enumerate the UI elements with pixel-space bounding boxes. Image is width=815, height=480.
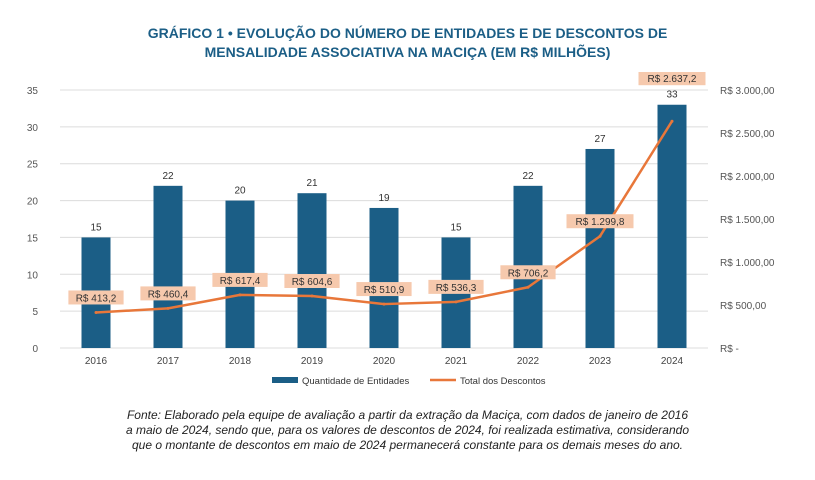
line-value-label-bg [500,265,556,280]
line-value-label-bg [68,290,124,305]
bar-value-label: 21 [306,178,318,189]
y-right-tick-label: R$ 2.500,00 [720,129,775,140]
x-tick-label: 2018 [229,356,252,367]
chart-title-line-2: MENSALIDADE ASSOCIATIVA NA MACIÇA (EM R$… [204,44,611,60]
line-value-label-bg [566,214,634,229]
line-point [382,302,386,306]
line-value-label: R$ 706,2 [508,268,549,279]
bar-value-label: 20 [234,186,246,197]
x-tick-label: 2024 [661,356,684,367]
chart-title: GRÁFICO 1 • EVOLUÇÃO DO NÚMERO DE ENTIDA… [0,24,815,62]
x-tick-label: 2022 [517,356,540,367]
y-left-tick-label: 20 [27,197,39,208]
legend-label-line: Total dos Descontos [460,376,546,387]
bar-value-label: 22 [522,171,534,182]
line-point [526,285,530,289]
bar [153,185,183,348]
source-line-1: Fonte: Elaborado pela equipe de avaliaçã… [126,408,689,422]
bar-value-label: 22 [162,171,174,182]
line-point [670,119,674,123]
line-value-label-bg [284,274,340,289]
bar [369,207,399,348]
y-right-tick-label: R$ 1.500,00 [720,215,775,226]
combo-chart: 0 5 10 15 20 25 30 35 R$ - R$ 500,00 R$ 1.000,00 R$… [27,71,775,387]
line-value-label-bg [212,272,268,287]
chart-area: 0 5 10 15 20 25 30 35 R$ - R$ 500,00 R$ 1.000,00 R$… [0,71,815,402]
bar-value-label: 19 [378,193,390,204]
y-right-tick-label: R$ 3.000,00 [720,86,775,97]
line-value-label: R$ 604,6 [292,277,333,288]
y-left-tick-label: 25 [27,160,39,171]
line-value-label: R$ 2.637,2 [648,74,697,85]
line-value-label: R$ 536,3 [436,283,477,294]
y-right-tick-label: R$ 1.000,00 [720,258,775,269]
y-left-tick-label: 30 [27,123,39,134]
bar [297,193,327,348]
line-value-label: R$ 617,4 [220,276,261,287]
y-left-tick-label: 5 [32,307,38,318]
bar-value-label: 33 [666,90,678,101]
y-right-tick-label: R$ 2.000,00 [720,172,775,183]
bar-value-label: 15 [90,222,102,233]
bar [585,148,615,348]
line-value-label-bg [428,279,484,294]
line-value-label-bg [140,286,196,301]
line-value-label: R$ 460,4 [148,289,189,300]
x-tick-label: 2017 [157,356,180,367]
y-right-tick-label: R$ - [720,344,739,355]
y-left-tick-label: 35 [27,86,39,97]
y-left-tick-label: 10 [27,270,39,281]
x-tick-label: 2019 [301,356,324,367]
y-left-tick-label: 15 [27,233,39,244]
source-line-3: que o montante de descontos em maio de 2… [131,438,683,452]
x-tick-label: 2016 [85,356,108,367]
line-value-label-bg [356,282,412,297]
line-point [166,306,170,310]
legend-swatch-bar [272,377,298,383]
line-point [238,293,242,297]
source-line-2: a maio de 2024, sendo que, para os valor… [125,423,690,437]
x-tick-label: 2023 [589,356,612,367]
line-point [454,300,458,304]
line-value-label: R$ 510,9 [364,285,405,296]
x-tick-label: 2021 [445,356,468,367]
legend-label-bar: Quantidade de Entidades [302,376,409,387]
line-value-label-bg [638,71,706,86]
bar-value-label: 15 [450,222,462,233]
line-point [94,310,98,314]
y-right-tick-label: R$ 500,00 [720,301,767,312]
source-note: Fonte: Elaborado pela equipe de avaliaçã… [40,408,775,453]
line-value-label: R$ 1.299,8 [576,217,625,228]
line-value-label: R$ 413,2 [76,293,117,304]
bar [657,104,687,348]
x-tick-label: 2020 [373,356,396,367]
line-point [598,234,602,238]
line-point [310,294,314,298]
chart-title-line-1: GRÁFICO 1 • EVOLUÇÃO DO NÚMERO DE ENTIDA… [147,25,668,41]
bar-value-label: 27 [594,134,606,145]
y-left-tick-label: 0 [32,344,38,355]
